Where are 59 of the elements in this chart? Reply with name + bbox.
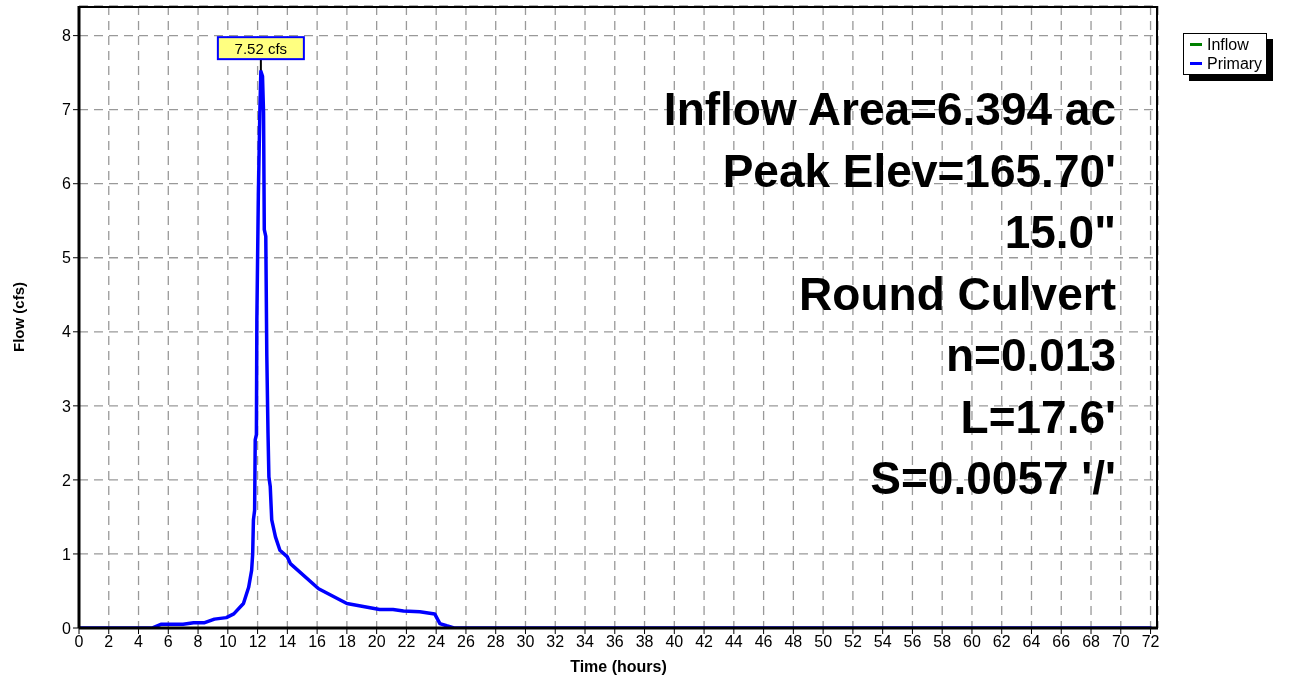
x-tick-label: 22 xyxy=(397,633,416,651)
x-tick-label: 72 xyxy=(1141,633,1160,651)
annotation: L=17.6' xyxy=(959,389,1116,445)
x-tick-label: 38 xyxy=(635,633,654,651)
y-axis-title: Flow (cfs) xyxy=(10,282,27,352)
y-tick-label: 6 xyxy=(62,175,72,193)
x-tick-label: 24 xyxy=(427,633,446,651)
y-tick-label: 3 xyxy=(62,397,72,415)
x-tick-label: 60 xyxy=(963,633,981,651)
annotation: Peak Elev=165.70' xyxy=(721,143,1116,199)
y-tick-label: 0 xyxy=(62,619,72,637)
x-tick-label: 46 xyxy=(754,633,773,651)
x-tick-label: 62 xyxy=(992,633,1011,651)
x-tick-label: 28 xyxy=(486,633,505,651)
x-tick-label: 64 xyxy=(1022,633,1041,651)
annotation: Round Culvert xyxy=(798,266,1116,322)
annotation: Inflow Area=6.394 ac xyxy=(663,82,1116,137)
y-tick-label: 2 xyxy=(62,471,72,489)
annotation: n=0.013 xyxy=(944,328,1116,383)
legend-label: Inflow xyxy=(1207,35,1249,54)
x-tick-label: 18 xyxy=(337,633,356,651)
x-tick-label: 52 xyxy=(844,633,862,651)
x-axis-title: Time (hours) xyxy=(570,658,667,675)
x-tick-label: 68 xyxy=(1082,633,1101,651)
x-tick-label: 14 xyxy=(278,633,297,651)
y-tick-label: 7 xyxy=(62,101,72,119)
x-tick-label: 70 xyxy=(1111,633,1130,651)
y-tick-label: 8 xyxy=(62,27,72,45)
x-tick-label: 42 xyxy=(695,633,714,651)
x-tick-label: 8 xyxy=(193,633,203,651)
x-tick-label: 2 xyxy=(104,633,114,651)
x-tick-label: 44 xyxy=(724,633,743,651)
x-tick-label: 36 xyxy=(605,633,624,651)
x-tick-label: 30 xyxy=(516,633,535,651)
x-tick-label: 56 xyxy=(903,633,922,651)
x-tick-label: 12 xyxy=(248,633,267,651)
x-tick-label: 50 xyxy=(814,633,833,651)
x-tick-label: 54 xyxy=(873,633,892,651)
x-tick-label: 40 xyxy=(665,633,684,651)
annotation: S=0.0057 '/' xyxy=(869,451,1116,506)
x-tick-label: 48 xyxy=(784,633,803,651)
x-tick-label: 20 xyxy=(367,633,386,651)
x-tick-label: 26 xyxy=(457,633,475,651)
x-tick-label: 66 xyxy=(1052,633,1071,651)
y-tick-label: 4 xyxy=(62,323,72,341)
line-series xyxy=(79,69,1153,628)
x-tick-label: 6 xyxy=(163,633,173,651)
annotation: 15.0" xyxy=(1003,205,1116,260)
x-tick-label: 10 xyxy=(218,633,237,651)
y-tick-label: 5 xyxy=(62,249,72,267)
annotation: 7.52 cfs xyxy=(234,39,288,57)
x-tick-label: 0 xyxy=(74,633,84,651)
x-tick-label: 58 xyxy=(933,633,952,651)
x-tick-label: 34 xyxy=(576,633,595,651)
x-tick-label: 32 xyxy=(546,633,565,651)
x-tick-label: 4 xyxy=(134,633,144,651)
y-tick-label: 1 xyxy=(62,545,72,563)
x-tick-label: 16 xyxy=(308,633,327,651)
legend-label: Primary xyxy=(1207,54,1263,73)
